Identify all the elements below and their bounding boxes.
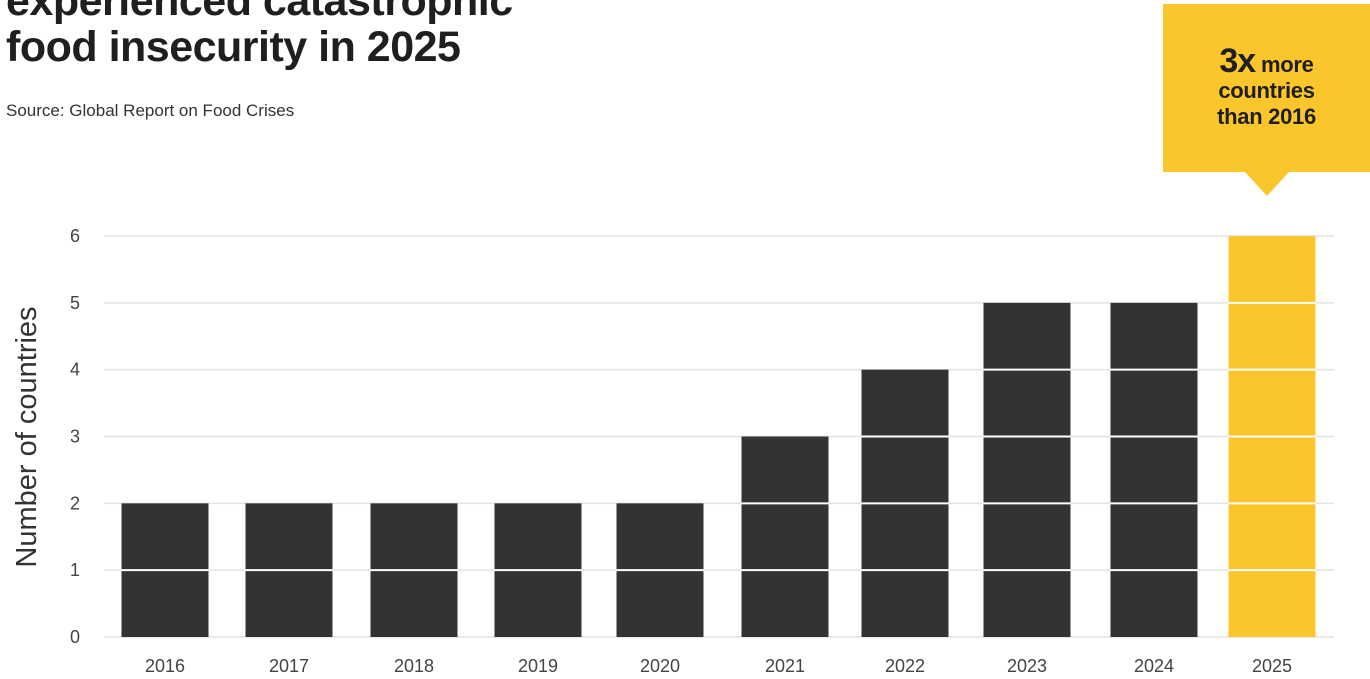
x-tick-label: 2020 bbox=[640, 656, 680, 676]
y-axis-ticks: 0 1 2 3 4 5 6 bbox=[70, 226, 80, 647]
bar-2024 bbox=[1110, 302, 1198, 637]
title-line-2: food insecurity in 2025 bbox=[6, 23, 461, 71]
x-tick-label: 2024 bbox=[1134, 656, 1174, 676]
x-tick-label: 2019 bbox=[518, 656, 558, 676]
y-tick-label: 0 bbox=[70, 627, 80, 647]
y-tick-label: 1 bbox=[70, 560, 80, 580]
x-tick-label: 2018 bbox=[394, 656, 434, 676]
callout-more: more bbox=[1255, 52, 1314, 77]
y-tick-label: 3 bbox=[70, 427, 80, 447]
callout-multiplier: 3x bbox=[1219, 42, 1256, 80]
bar-2023 bbox=[983, 302, 1071, 637]
title-line-1: experienced catastrophic bbox=[6, 0, 513, 25]
callout-text: 3x more countries than 2016 bbox=[1163, 44, 1370, 130]
callout-line-2: countries bbox=[1218, 78, 1315, 103]
x-axis-ticks: 2016 2017 2018 2019 2020 2021 2022 2023 2024 2025 bbox=[145, 656, 1292, 676]
y-tick-label: 4 bbox=[70, 360, 80, 380]
y-tick-label: 2 bbox=[70, 493, 80, 513]
x-tick-label: 2017 bbox=[269, 656, 309, 676]
x-tick-label: 2025 bbox=[1252, 656, 1292, 676]
x-tick-label: 2016 bbox=[145, 656, 185, 676]
y-tick-label: 6 bbox=[70, 226, 80, 246]
callout-pointer bbox=[1244, 172, 1289, 196]
source-note: Source: Global Report on Food Crises bbox=[6, 101, 295, 120]
bar-2021 bbox=[741, 436, 829, 637]
y-axis-label: Number of countries bbox=[11, 306, 43, 567]
x-tick-label: 2023 bbox=[1007, 656, 1047, 676]
chart-title: experienced catastrophic food insecurity… bbox=[6, 0, 766, 70]
x-tick-label: 2021 bbox=[765, 656, 805, 676]
grid-overlay-layer bbox=[121, 301, 1316, 572]
callout-line-3: than 2016 bbox=[1217, 104, 1316, 129]
highlight-callout: 3x more countries than 2016 bbox=[1163, 4, 1370, 196]
y-tick-label: 5 bbox=[70, 293, 80, 313]
x-tick-label: 2022 bbox=[885, 656, 925, 676]
